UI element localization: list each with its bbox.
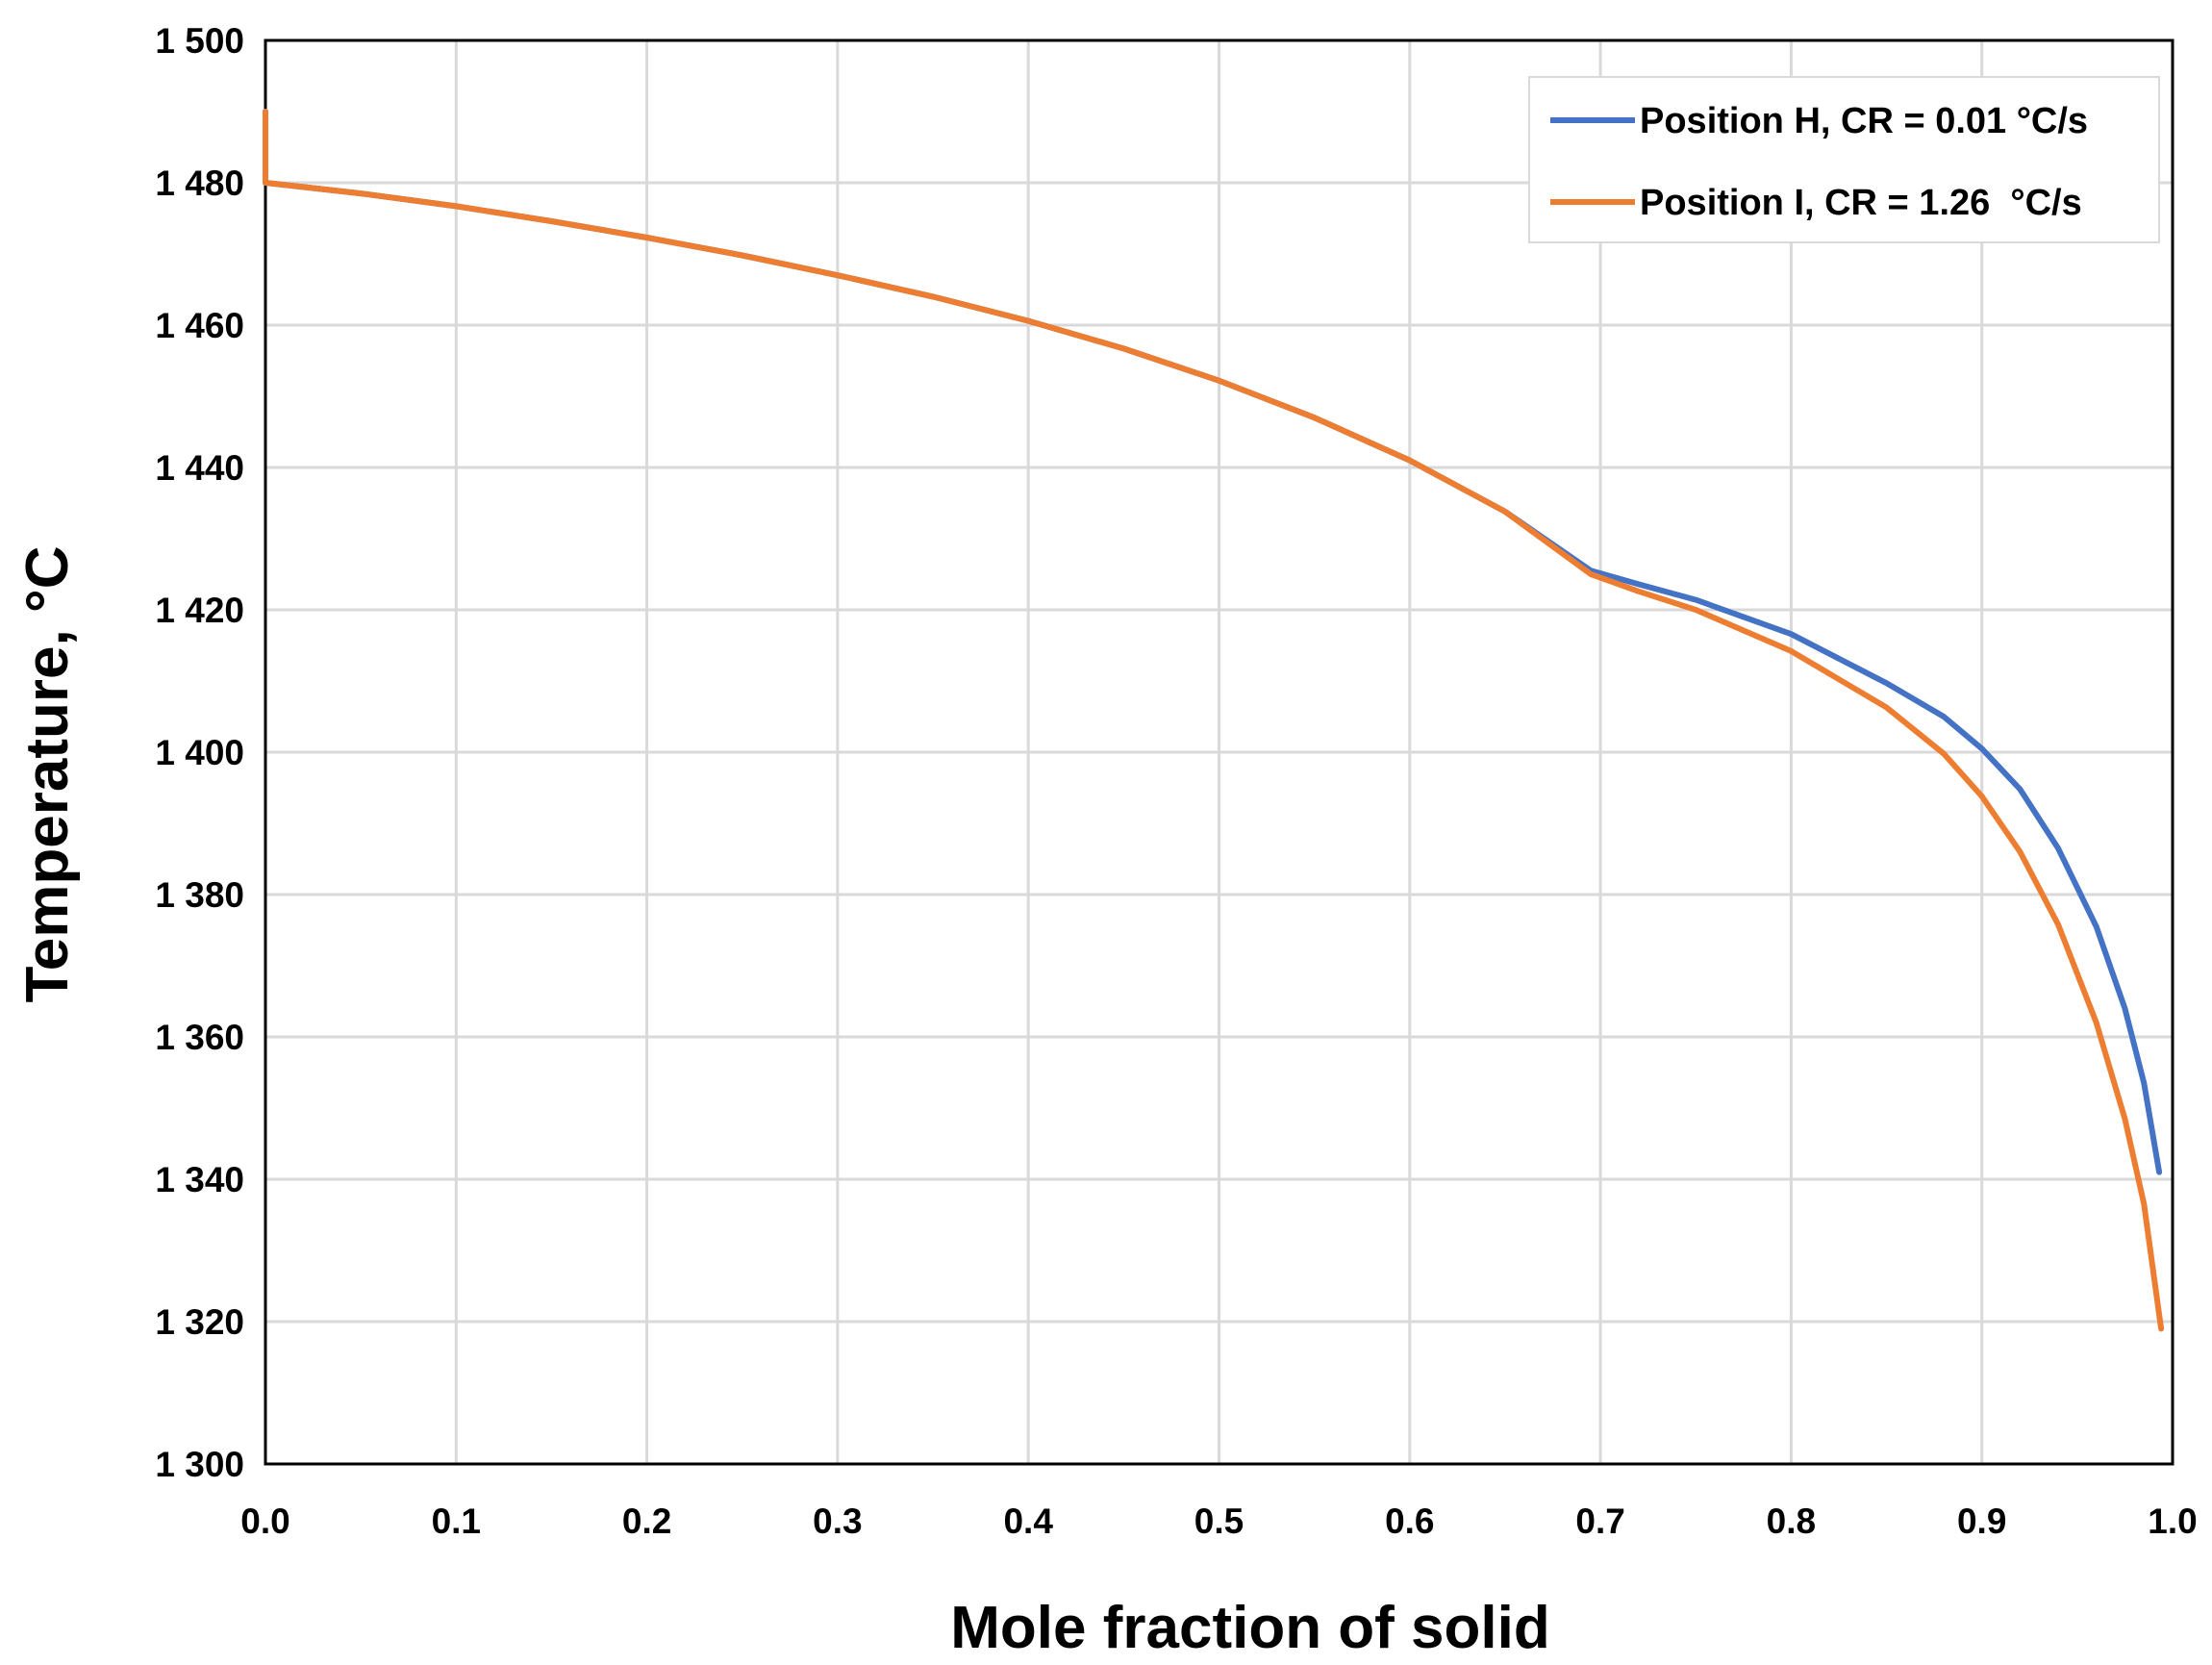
x-tick-label: 0.4 — [1003, 1501, 1053, 1541]
y-tick-label: 1 460 — [155, 306, 244, 345]
x-tick-label: 0.9 — [1957, 1501, 2006, 1541]
y-tick-label: 1 400 — [155, 733, 244, 772]
series-lines — [263, 109, 2165, 1332]
x-axis-ticks: 0.0 0.1 0.2 0.3 0.4 0.5 0.6 0.7 0.8 0.9 1.0 — [240, 1501, 2197, 1541]
x-tick-label: 0.7 — [1575, 1501, 1624, 1541]
y-axis-title: Temperature, °C — [14, 546, 81, 1003]
y-axis-ticks: 1 300 1 320 1 340 1 360 1 380 1 400 1 420 1 440… — [155, 21, 244, 1484]
x-tick-label: 0.0 — [240, 1501, 289, 1541]
x-axis-title: Mole fraction of solid — [950, 1595, 1549, 1661]
y-tick-label: 1 300 — [155, 1445, 244, 1484]
x-tick-label: 1.0 — [2148, 1501, 2197, 1541]
x-tick-label: 0.1 — [432, 1501, 481, 1541]
y-tick-label: 1 340 — [155, 1160, 244, 1199]
y-tick-label: 1 440 — [155, 448, 244, 488]
plot-area-frame — [264, 38, 2174, 1466]
legend-label-position-h: Position H, CR = 0.01 °C/s — [1640, 101, 2088, 141]
legend-box — [1528, 76, 2160, 243]
x-tick-label: 0.2 — [622, 1501, 671, 1541]
x-tick-label: 0.5 — [1194, 1501, 1244, 1541]
y-tick-label: 1 500 — [155, 21, 244, 61]
x-tick-label: 0.6 — [1385, 1501, 1434, 1541]
legend: Position H, CR = 0.01 °C/s Position I, C… — [1528, 76, 2160, 243]
y-tick-label: 1 420 — [155, 591, 244, 630]
y-tick-label: 1 480 — [155, 164, 244, 203]
y-tick-label: 1 320 — [155, 1302, 244, 1342]
series-line-position-i — [263, 109, 2165, 1332]
x-tick-label: 0.8 — [1767, 1501, 1816, 1541]
legend-label-position-i: Position I, CR = 1.26 °C/s — [1640, 183, 2082, 223]
y-tick-label: 1 360 — [155, 1018, 244, 1057]
x-tick-label: 0.3 — [813, 1501, 862, 1541]
y-tick-label: 1 380 — [155, 875, 244, 915]
